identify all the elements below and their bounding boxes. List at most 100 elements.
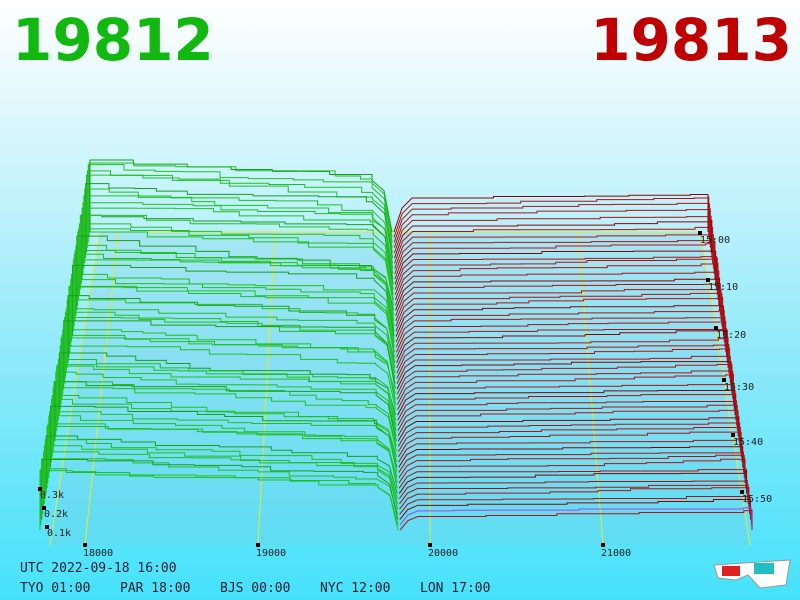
ask-line bbox=[397, 373, 734, 405]
ask-line bbox=[396, 364, 733, 395]
bid-line bbox=[82, 202, 394, 274]
ask-line bbox=[393, 196, 710, 238]
bid-line bbox=[57, 359, 397, 421]
bid-line bbox=[44, 439, 398, 499]
ask-line bbox=[393, 215, 712, 254]
ask-line bbox=[396, 327, 728, 358]
time-label: 15:00 bbox=[700, 235, 730, 246]
bid-line bbox=[70, 279, 395, 348]
bid-line bbox=[50, 405, 398, 468]
ask-line bbox=[398, 437, 743, 463]
bid-line bbox=[39, 470, 399, 531]
bid-line bbox=[73, 253, 395, 327]
ask-line bbox=[395, 288, 722, 322]
ask-line bbox=[394, 226, 714, 264]
depth-label: 0.1k bbox=[47, 528, 71, 539]
ask-line bbox=[395, 292, 723, 327]
bid-line bbox=[76, 235, 395, 311]
bid-line bbox=[65, 308, 396, 374]
bid-line bbox=[46, 425, 398, 489]
bid-line bbox=[86, 170, 393, 248]
ask-line bbox=[394, 257, 718, 295]
ask-line bbox=[397, 404, 738, 431]
bid-line bbox=[85, 174, 393, 253]
depth-tick bbox=[38, 487, 42, 491]
bid-line bbox=[78, 228, 394, 301]
bid-line bbox=[87, 164, 393, 243]
ask-line bbox=[399, 487, 750, 510]
bid-line bbox=[69, 286, 395, 353]
bid-price: 19812 bbox=[12, 6, 214, 74]
bid-line bbox=[61, 334, 396, 400]
time-label: 15:50 bbox=[742, 494, 772, 505]
ask-line bbox=[397, 393, 737, 421]
bid-line bbox=[53, 381, 397, 447]
ask-line bbox=[398, 451, 745, 473]
bid-line bbox=[88, 162, 393, 238]
ask-line bbox=[395, 270, 720, 306]
depth-tick bbox=[42, 506, 46, 510]
ask-line bbox=[395, 283, 721, 316]
ask-line bbox=[395, 309, 725, 342]
bid-line bbox=[54, 381, 397, 442]
bid-line bbox=[57, 364, 397, 426]
price-tick bbox=[428, 543, 432, 547]
ask-line bbox=[398, 431, 742, 458]
ask-line bbox=[395, 320, 727, 353]
time-tick bbox=[698, 231, 702, 235]
zone-time: NYC 12:00 bbox=[320, 581, 390, 596]
price-tick bbox=[83, 543, 87, 547]
zone-time: PAR 18:00 bbox=[120, 581, 190, 596]
ask-line bbox=[398, 480, 748, 499]
bid-line bbox=[79, 214, 394, 290]
ask-line bbox=[396, 347, 731, 379]
ask-line bbox=[399, 484, 749, 505]
bid-line bbox=[71, 264, 395, 337]
ask-line bbox=[395, 296, 724, 332]
price-tick bbox=[256, 543, 260, 547]
ask-line bbox=[397, 400, 738, 426]
grid-line bbox=[49, 231, 101, 546]
ask-line bbox=[393, 208, 711, 248]
ask-line bbox=[395, 305, 724, 337]
ask-line bbox=[397, 422, 741, 447]
price-label: 19000 bbox=[256, 548, 286, 559]
bid-line bbox=[71, 273, 395, 342]
ask-line bbox=[396, 344, 730, 374]
ask-line bbox=[397, 389, 736, 416]
ask-line bbox=[396, 355, 731, 384]
grid-line bbox=[257, 231, 276, 546]
ask-line bbox=[394, 243, 716, 280]
bid-line bbox=[41, 459, 399, 520]
ask-line bbox=[396, 361, 732, 390]
bid-line bbox=[63, 320, 396, 389]
utc-time: UTC 2022-09-18 16:00 bbox=[20, 561, 177, 576]
ask-line bbox=[398, 458, 746, 484]
ask-line bbox=[397, 416, 740, 442]
ask-line bbox=[394, 250, 717, 285]
time-tick bbox=[731, 433, 735, 437]
price-label: 20000 bbox=[428, 548, 458, 559]
price-tick bbox=[601, 543, 605, 547]
ask-line bbox=[399, 506, 752, 526]
time-label: 15:40 bbox=[733, 437, 763, 448]
bid-line bbox=[49, 411, 398, 473]
zone-time: BJS 00:00 bbox=[220, 581, 290, 596]
depth-lines bbox=[39, 159, 753, 546]
grid-line bbox=[84, 231, 119, 546]
ask-line bbox=[393, 202, 711, 243]
time-tick bbox=[722, 378, 726, 382]
ask-line bbox=[394, 262, 719, 301]
bid-line bbox=[64, 317, 396, 384]
bid-line bbox=[77, 231, 394, 306]
ask-line bbox=[396, 329, 728, 363]
ask-line bbox=[398, 469, 748, 494]
ask-line bbox=[393, 193, 709, 233]
bid-line bbox=[85, 183, 394, 259]
bid-line bbox=[55, 371, 397, 437]
bid-line bbox=[43, 451, 399, 510]
bid-line bbox=[78, 223, 394, 295]
bid-line bbox=[42, 458, 399, 515]
